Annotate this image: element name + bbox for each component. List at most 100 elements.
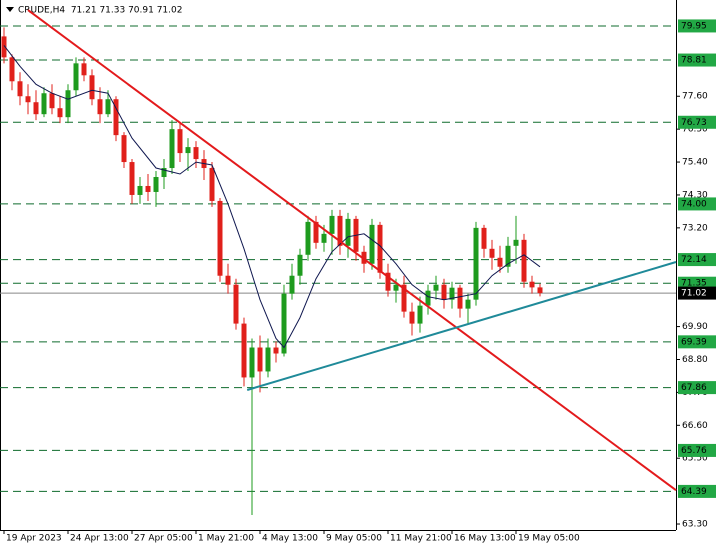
candle-body xyxy=(313,221,319,243)
candle-body xyxy=(89,75,95,100)
candle-body xyxy=(393,284,399,291)
level-label-box xyxy=(678,381,716,395)
level-label: 64.39 xyxy=(681,487,707,497)
trend-line xyxy=(27,9,677,492)
level-label-box xyxy=(678,197,716,211)
candle-body xyxy=(401,284,407,312)
candle-body xyxy=(345,218,351,246)
y-tick-label: 73.20 xyxy=(682,223,708,233)
x-tick-label: 19 May 05:00 xyxy=(518,534,580,544)
y-tick-label: 75.40 xyxy=(682,158,708,168)
chart-title: CRUDE,H4 71.21 71.33 70.91 71.02 xyxy=(18,6,182,16)
y-tick-label: 66.60 xyxy=(682,421,708,431)
x-tick-label: 19 Apr 2023 xyxy=(6,534,62,544)
candle-body xyxy=(161,168,167,178)
candle-body xyxy=(137,185,143,195)
candle-body xyxy=(65,90,71,118)
candle-body xyxy=(505,245,511,267)
level-label: 79.95 xyxy=(681,21,707,31)
level-label: 74.00 xyxy=(681,199,707,209)
candle-body xyxy=(417,305,423,324)
y-tick-label: 65.50 xyxy=(682,454,708,464)
y-tick-label: 77.60 xyxy=(682,92,708,102)
candle-body xyxy=(473,227,479,300)
candle-body xyxy=(113,99,119,136)
candle-body xyxy=(41,93,47,115)
candle-body xyxy=(329,215,335,234)
candle-body xyxy=(73,63,79,91)
level-label: 65.76 xyxy=(681,446,707,456)
candle-body xyxy=(377,224,383,273)
candle-body xyxy=(257,347,263,372)
last-price-label: 71.02 xyxy=(681,289,707,299)
candle-body xyxy=(337,215,343,246)
level-label-box xyxy=(678,115,716,129)
candle-body xyxy=(97,99,103,115)
candle-body xyxy=(385,272,391,291)
candle-body xyxy=(497,257,503,267)
candle-body xyxy=(233,284,239,324)
level-label-box xyxy=(678,276,716,290)
level-label: 67.86 xyxy=(681,383,707,393)
level-label: 76.73 xyxy=(681,118,707,128)
candle-body xyxy=(441,284,447,300)
candle-body xyxy=(489,248,495,258)
y-tick-label: 74.30 xyxy=(682,190,708,200)
y-tick-label: 69.90 xyxy=(682,322,708,332)
level-label-box xyxy=(678,19,716,33)
y-tick-label: 76.50 xyxy=(682,125,708,135)
candle-body xyxy=(153,177,159,192)
candle-body xyxy=(249,347,255,378)
level-label-box xyxy=(678,53,716,67)
level-label-box xyxy=(678,484,716,498)
candle-body xyxy=(169,129,175,169)
candle-body xyxy=(241,323,247,378)
candle-body xyxy=(1,36,7,58)
candle-body xyxy=(297,254,303,276)
candle-body xyxy=(265,347,271,372)
candle-body xyxy=(57,108,63,118)
level-label: 69.39 xyxy=(681,337,707,347)
candle-body xyxy=(449,287,455,300)
candle-body xyxy=(521,239,527,282)
candle-body xyxy=(361,251,367,264)
candle-body xyxy=(529,281,535,288)
candle-body xyxy=(433,284,439,291)
level-label-box xyxy=(678,335,716,349)
candle-body xyxy=(105,99,111,115)
candle-body xyxy=(481,227,487,249)
candle-body xyxy=(145,185,151,192)
candle-body xyxy=(305,221,311,255)
candle-body xyxy=(193,147,199,160)
candle-body xyxy=(185,147,191,154)
x-tick-label: 16 May 13:00 xyxy=(454,534,516,544)
last-price-box xyxy=(678,286,716,300)
candle-body xyxy=(217,200,223,276)
candle-body xyxy=(289,275,295,294)
candle-body xyxy=(177,129,183,154)
candle-body xyxy=(129,162,135,195)
candle-body xyxy=(225,275,231,285)
candle-body xyxy=(273,347,279,354)
candle-body xyxy=(81,63,87,76)
moving-average xyxy=(3,45,541,349)
candle-body xyxy=(209,168,215,201)
y-tick-label: 63.30 xyxy=(682,520,708,530)
candle-body xyxy=(121,135,127,163)
x-tick-label: 1 May 21:00 xyxy=(198,534,254,544)
candle-body xyxy=(369,224,375,264)
level-label-box xyxy=(678,253,716,267)
candle-body xyxy=(513,239,519,246)
candle-body xyxy=(33,102,39,115)
candle-body xyxy=(425,290,431,306)
candle-body xyxy=(409,311,415,324)
level-label: 72.14 xyxy=(681,255,707,265)
candle-body xyxy=(9,57,15,82)
level-label: 71.35 xyxy=(681,279,707,289)
candle-body xyxy=(17,81,23,97)
x-tick-label: 11 May 21:00 xyxy=(390,534,452,544)
x-tick-label: 4 May 13:00 xyxy=(262,534,318,544)
